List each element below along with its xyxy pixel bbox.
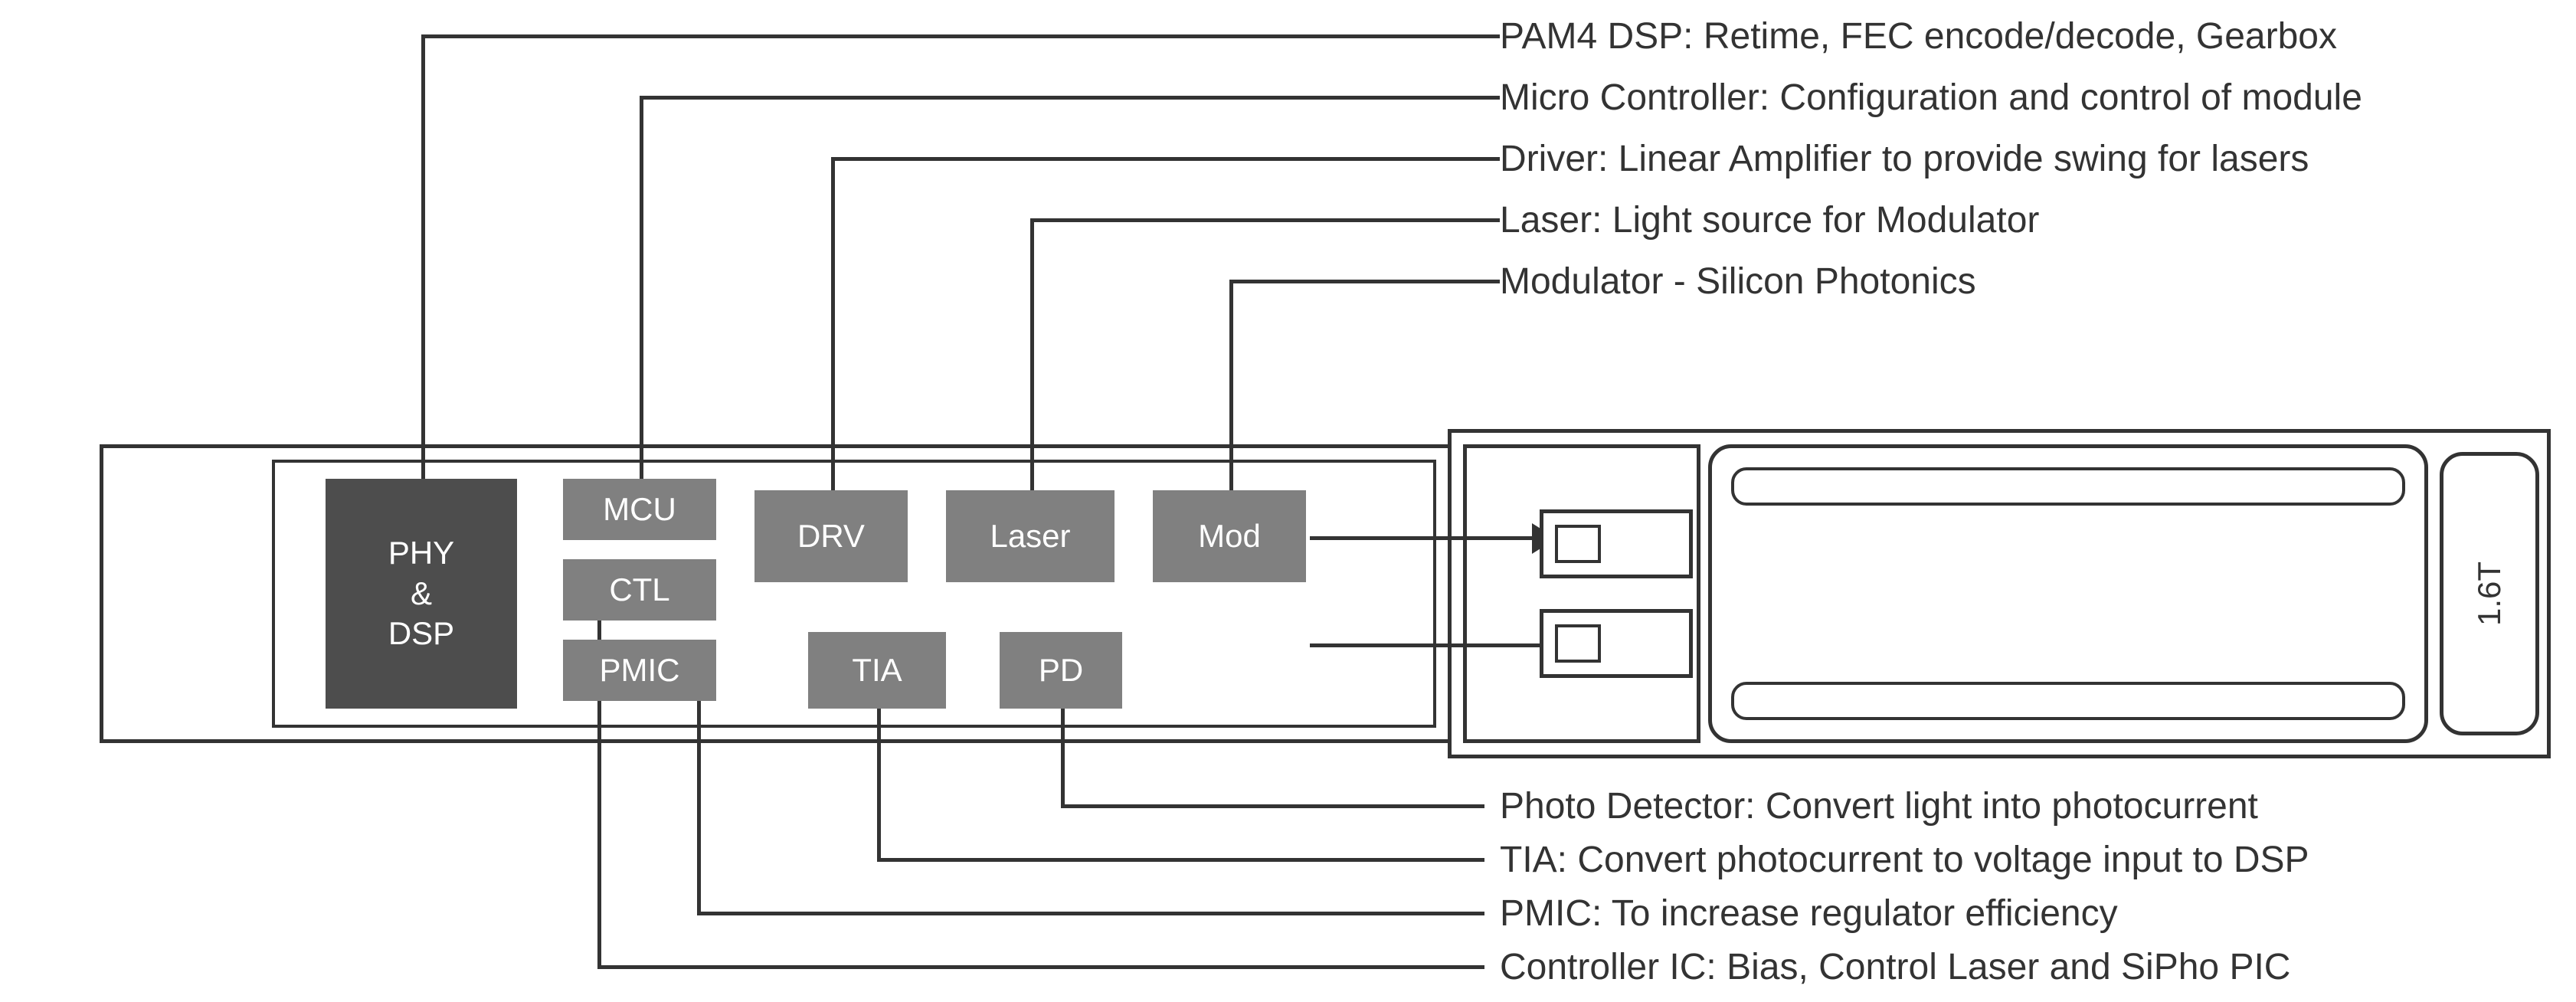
- annotation-phy-dsp: PAM4 DSP: Retime, FEC encode/decode, Gea…: [1500, 15, 2337, 57]
- leader-tia-h: [877, 858, 1484, 862]
- connector-label: 1.6T: [2471, 562, 2508, 626]
- leader-laser-h: [1030, 218, 1500, 222]
- annotation-laser: Laser: Light source for Modulator: [1500, 199, 2039, 241]
- block-phy-dsp: PHY & DSP: [326, 479, 517, 709]
- block-pmic-label: PMIC: [600, 650, 680, 691]
- leader-pd-h: [1061, 804, 1484, 808]
- annotation-mcu: Micro Controller: Configuration and cont…: [1500, 77, 2362, 119]
- arrow-bot-line: [1310, 643, 1540, 647]
- annotation-ctl: Controller IC: Bias, Control Laser and S…: [1500, 946, 2290, 988]
- annotation-pmic: PMIC: To increase regulator efficiency: [1500, 892, 2118, 935]
- connector-endcap: 1.6T: [2440, 452, 2539, 735]
- block-phy-dsp-label: PHY & DSP: [388, 533, 454, 654]
- block-laser: Laser: [946, 490, 1115, 582]
- block-tia: TIA: [808, 632, 946, 709]
- arrow-top-line: [1310, 536, 1540, 540]
- connector-inner-top: [1731, 467, 2405, 506]
- block-tia-label: TIA: [852, 650, 902, 691]
- leader-laser-v: [1030, 218, 1034, 490]
- block-pd: PD: [1000, 632, 1122, 709]
- block-mod: Mod: [1153, 490, 1306, 582]
- connector-inner-bot: [1731, 682, 2405, 720]
- leader-tia-v: [877, 709, 881, 858]
- connector-latch-bot-inner: [1555, 624, 1601, 663]
- leader-mod-h: [1229, 280, 1500, 283]
- leader-ctl-h: [597, 965, 1484, 969]
- leader-phy-dsp-v: [421, 34, 425, 479]
- block-mod-label: Mod: [1198, 516, 1261, 557]
- leader-pmic-v: [697, 701, 701, 912]
- block-pd-label: PD: [1039, 650, 1083, 691]
- leader-mcu-v: [640, 96, 643, 479]
- annotation-tia: TIA: Convert photocurrent to voltage inp…: [1500, 839, 2309, 881]
- block-ctl: CTL: [563, 559, 716, 621]
- block-pmic: PMIC: [563, 640, 716, 701]
- block-drv-label: DRV: [797, 516, 865, 557]
- block-mcu: MCU: [563, 479, 716, 540]
- annotation-drv: Driver: Linear Amplifier to provide swin…: [1500, 138, 2309, 180]
- annotation-pd: Photo Detector: Convert light into photo…: [1500, 785, 2258, 827]
- leader-mcu-h: [640, 96, 1500, 100]
- diagram-canvas: PHY & DSP MCU CTL PMIC DRV TIA Laser PD …: [0, 0, 2576, 1002]
- leader-pmic-h: [697, 912, 1484, 915]
- connector-latch-top-inner: [1555, 525, 1601, 563]
- leader-drv-h: [831, 157, 1500, 161]
- block-mcu-label: MCU: [603, 490, 676, 530]
- annotation-mod: Modulator - Silicon Photonics: [1500, 260, 1976, 303]
- leader-mod-v: [1229, 280, 1233, 490]
- block-ctl-label: CTL: [609, 570, 669, 611]
- leader-phy-dsp-h: [421, 34, 1500, 38]
- connector-cage: [1463, 444, 1700, 743]
- block-laser-label: Laser: [990, 516, 1070, 557]
- leader-drv-v: [831, 157, 835, 490]
- block-drv: DRV: [754, 490, 908, 582]
